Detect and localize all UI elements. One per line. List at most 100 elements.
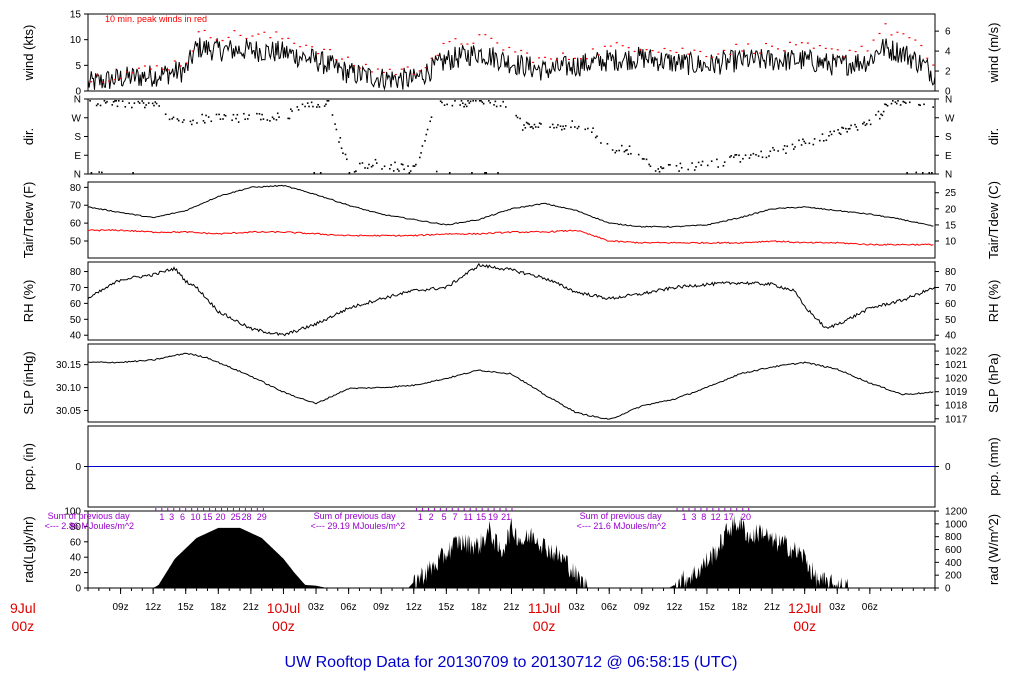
wind-direction-point	[201, 113, 203, 116]
wind-direction-point	[327, 100, 330, 102]
radiation-hour-marker	[209, 508, 211, 511]
wind-peak-point	[341, 58, 344, 60]
wind-direction-point	[346, 158, 348, 161]
wind-direction-point	[576, 127, 579, 130]
wind-direction-point	[908, 101, 911, 104]
wind-direction-point	[383, 165, 386, 168]
wind-peak-point	[842, 56, 845, 58]
wind-peak-point	[711, 56, 714, 58]
wind-direction-point	[335, 128, 338, 131]
time-tick-label: 15z	[438, 602, 454, 613]
wind-direction-point	[862, 122, 864, 125]
wind-direction-point	[710, 160, 713, 162]
wind-peak-point	[830, 48, 833, 50]
wind-direction-point	[318, 106, 321, 108]
wind-direction-point	[628, 145, 631, 148]
wind-peak-point	[257, 33, 260, 35]
wind-direction-point	[124, 105, 127, 108]
rad-right-tick-label: 1000	[945, 519, 968, 530]
wind-peak-point	[370, 71, 373, 73]
wind-direction-point	[183, 119, 185, 121]
wind-peak-point	[579, 58, 582, 60]
rh-right-tick-label: 60	[945, 299, 957, 310]
wind-direction-point	[461, 102, 464, 105]
radiation-hour-label: 20	[215, 512, 225, 522]
rad-right-tick-label: 0	[945, 584, 951, 595]
wind-peak-point	[818, 44, 821, 47]
wind-direction-point	[296, 106, 299, 108]
wind-direction-point	[562, 125, 564, 128]
wind-direction-point	[881, 114, 884, 117]
wind-peak-point	[771, 45, 774, 47]
wind-direction-point	[475, 100, 477, 102]
wind-peak-point	[209, 37, 212, 39]
wind-direction-point	[716, 158, 718, 161]
wind-direction-point	[142, 102, 145, 104]
wind-direction-point	[697, 161, 700, 164]
wind-peak-point	[120, 77, 123, 80]
wind-peak-point	[466, 43, 469, 45]
wind-peak-point	[932, 64, 935, 66]
radiation-hour-marker	[724, 508, 726, 511]
wind-direction-point	[266, 119, 269, 121]
wind-peak-point	[311, 46, 314, 48]
wind-direction-point	[667, 163, 670, 166]
wind-direction-point	[262, 118, 265, 120]
wind-direction-point	[368, 163, 370, 166]
wind-direction-point	[903, 101, 906, 104]
temp-left-tick-label: 50	[70, 237, 82, 248]
radiation-hour-marker	[232, 508, 234, 511]
wind-peak-point	[382, 71, 385, 74]
wind-direction-point	[769, 150, 772, 153]
wind-direction-point	[390, 164, 392, 166]
wind-direction-point	[794, 146, 796, 148]
wind-direction-point	[171, 117, 173, 120]
time-tick-label: 06z	[601, 602, 617, 613]
wind-direction-point	[89, 100, 91, 102]
wind-direction-point	[691, 162, 693, 164]
wind-direction-point	[425, 133, 428, 136]
wind-direction-point	[641, 158, 644, 160]
wind-peak-point	[329, 49, 332, 51]
wind-direction-point	[785, 152, 787, 154]
wind-direction-point	[932, 106, 934, 108]
slp-right-axis-label: SLP (hPa)	[986, 353, 1001, 413]
wind-peak-point	[352, 65, 355, 67]
wind-direction-point	[236, 113, 239, 116]
wind-direction-point	[868, 119, 871, 122]
wind-peak-point	[418, 70, 421, 72]
wind-direction-point	[359, 162, 361, 165]
wind-direction-point	[804, 142, 807, 145]
pcp-left-axis-label: pcp. (in)	[21, 443, 36, 490]
wind-peak-point	[705, 55, 708, 58]
radiation-hour-label: 15	[476, 512, 486, 522]
wind-peak-point	[812, 47, 815, 49]
wind-peak-point	[824, 47, 827, 49]
wind-direction-point	[408, 172, 411, 174]
wind-direction-point	[111, 104, 114, 106]
wind-direction-point	[469, 100, 472, 103]
radiation-hour-marker	[161, 508, 163, 511]
wind-direction-point	[915, 171, 918, 174]
wind-left-tick-label: 10	[70, 35, 82, 46]
wind-direction-point	[145, 104, 147, 106]
wind-peak-point	[675, 51, 678, 54]
day-date-label: 9Jul	[10, 600, 36, 616]
wind-direction-point	[256, 112, 258, 115]
wind-peak-point	[908, 37, 911, 39]
radiation-hour-label: 12	[711, 512, 721, 522]
wind-peak-point	[346, 56, 349, 58]
dir-panel-frame	[87, 98, 936, 175]
wind-peak-point	[836, 49, 839, 51]
wind-peak-point	[723, 49, 726, 52]
wind-direction-point	[325, 103, 327, 106]
wind-direction-point	[808, 142, 811, 145]
wind-direction-point	[147, 102, 150, 104]
wind-direction-point	[906, 172, 908, 174]
wind-direction-point	[494, 100, 497, 103]
wind-direction-point	[630, 152, 632, 155]
wind-direction-point	[825, 139, 828, 142]
wind-peak-point	[436, 54, 439, 56]
wind-direction-point	[106, 100, 108, 103]
